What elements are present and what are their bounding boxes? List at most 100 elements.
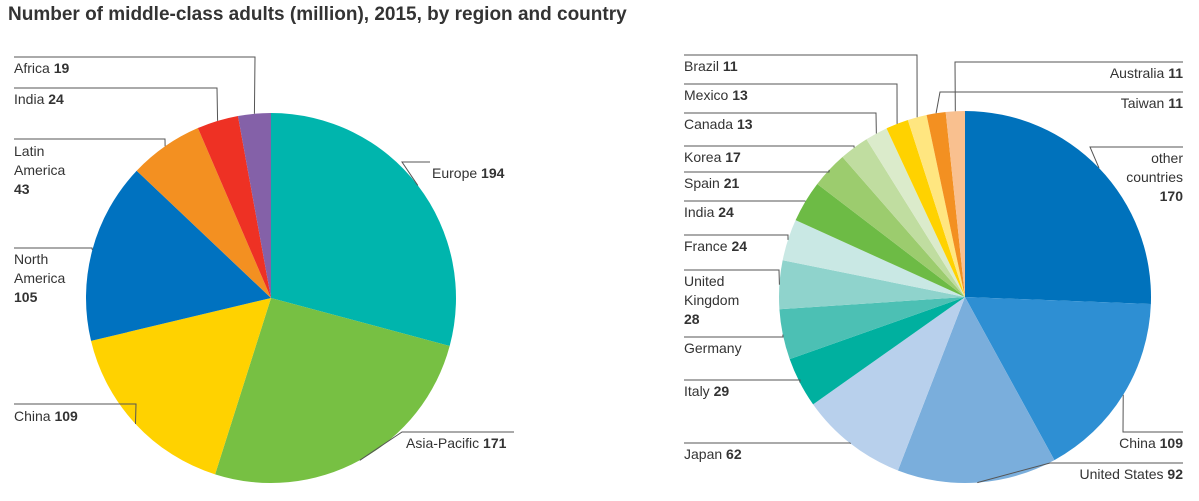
pie-slice	[866, 128, 965, 297]
leader-line	[1122, 394, 1183, 433]
label-value: 105	[14, 289, 38, 305]
leader-line	[14, 138, 166, 147]
data-label: Australia 11	[1063, 64, 1183, 83]
pie-slice	[271, 113, 456, 346]
data-label: Canada 13	[684, 115, 804, 134]
pie-slice	[897, 297, 1055, 483]
leader-line	[1089, 146, 1183, 169]
pie-slice	[795, 184, 965, 297]
label-name: India	[14, 91, 45, 107]
data-label: Italy 29	[684, 382, 804, 401]
leader-line	[684, 145, 855, 148]
label-name: Africa	[14, 60, 50, 76]
pie-slice	[789, 297, 965, 405]
label-value: 109	[54, 408, 78, 424]
data-label: Latin America 43	[14, 142, 76, 199]
label-name: India	[684, 204, 715, 220]
data-label: North America 105	[14, 250, 76, 307]
data-label: Taiwan 11	[1063, 94, 1183, 113]
label-value: 170	[1159, 188, 1183, 204]
leader-line	[401, 161, 430, 186]
leader-line	[684, 334, 784, 338]
label-name: China	[14, 408, 51, 424]
pie-slice	[965, 297, 1151, 461]
pie-slice	[85, 170, 271, 341]
label-name: Latin America	[14, 143, 66, 178]
label-value: 109	[1159, 435, 1183, 451]
data-label: Japan 62	[684, 445, 804, 464]
leader-line	[14, 247, 93, 251]
leader-line	[359, 431, 514, 461]
label-value: 43	[14, 181, 30, 197]
data-label: United States 92	[1043, 465, 1183, 484]
data-label: France 24	[684, 237, 804, 256]
label-name: United Kingdom	[684, 273, 740, 308]
label-name: Canada	[684, 116, 734, 132]
label-name: United States	[1079, 466, 1164, 482]
label-name: China	[1119, 435, 1156, 451]
label-name: Europe	[432, 165, 478, 181]
leader-line	[935, 91, 1183, 114]
data-label: United Kingdom 28	[684, 272, 754, 329]
data-label: Spain 21	[684, 174, 804, 193]
data-label: Africa 19	[14, 59, 134, 78]
label-name: Taiwan	[1120, 95, 1165, 111]
leader-line	[14, 56, 256, 114]
label-value: 13	[732, 87, 748, 103]
label-name: Japan	[684, 446, 723, 462]
pie-slice	[886, 119, 965, 297]
label-value: 28	[684, 311, 700, 327]
label-value: 17	[725, 149, 741, 165]
pie-slice	[91, 298, 271, 475]
label-name: North America	[14, 251, 66, 286]
label-name: Mexico	[684, 87, 729, 103]
leader-line	[684, 83, 898, 124]
leader-line	[684, 169, 830, 173]
pie-slice	[237, 113, 271, 298]
label-value: 24	[718, 204, 734, 220]
label-value: 13	[736, 116, 753, 132]
leader-line	[954, 61, 1183, 112]
pie-slice	[926, 112, 965, 297]
label-value: 11	[1168, 95, 1183, 111]
label-value: 11	[1168, 65, 1183, 81]
leader-line	[684, 54, 918, 118]
data-label: other countries 170	[1103, 149, 1183, 206]
leader-line	[14, 403, 137, 424]
label-value: 171	[483, 435, 507, 451]
leader-line	[977, 462, 1183, 484]
label-name: Korea	[684, 149, 722, 165]
leader-line	[684, 379, 801, 383]
label-name: Brazil	[684, 58, 720, 74]
label-value: 24	[48, 91, 64, 107]
leader-line	[684, 442, 851, 445]
pie-slice	[136, 128, 271, 298]
label-value: 194	[481, 165, 505, 181]
label-value: 29	[713, 383, 730, 399]
pie-slice	[782, 220, 965, 297]
chart-title: Number of middle-class adults (million),…	[8, 4, 627, 25]
label-name: Australia	[1109, 65, 1165, 81]
label-value: 21	[723, 175, 740, 191]
data-label: Asia-Pacific 171	[406, 434, 546, 453]
label-value: 24	[731, 238, 748, 254]
label-name: France	[684, 238, 728, 254]
pie-slice	[817, 157, 965, 297]
pie-slice	[779, 260, 965, 310]
leader-line	[14, 87, 219, 121]
pie-slice	[945, 111, 965, 297]
pie-slice	[215, 298, 450, 483]
leader-line	[684, 269, 780, 285]
label-name: Spain	[684, 175, 720, 191]
data-label: India 24	[684, 203, 804, 222]
data-label: Germany	[684, 339, 804, 358]
data-label: Korea 17	[684, 148, 804, 167]
pie-slice	[197, 115, 271, 298]
pie-slice	[965, 111, 1152, 305]
data-label: Brazil 11	[684, 57, 804, 76]
leader-line	[684, 234, 789, 240]
data-label: China 109	[14, 407, 134, 426]
label-value: 92	[1167, 466, 1183, 482]
